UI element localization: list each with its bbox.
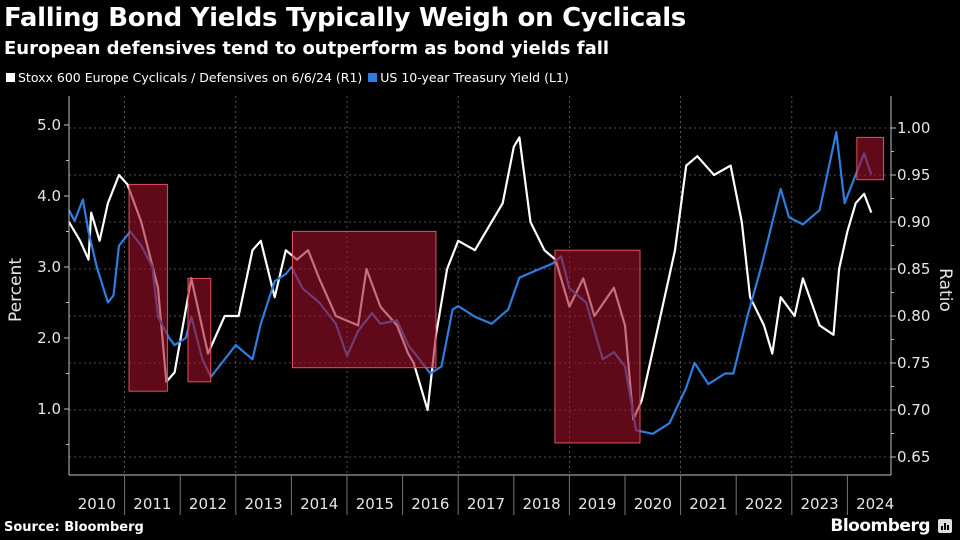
x-tick-label: 2016 <box>411 495 449 513</box>
legend-label-yield: US 10-year Treasury Yield (L1) <box>380 70 569 85</box>
x-tick-label: 2011 <box>133 495 171 513</box>
source-note: Source: Bloomberg <box>4 520 144 535</box>
legend-swatch-ratio <box>6 73 15 82</box>
legend-label-ratio: Stoxx 600 Europe Cyclicals / Defensives … <box>18 70 363 85</box>
chart-subtitle: European defensives tend to outperform a… <box>4 38 610 59</box>
y-right-axis-title: Ratio <box>935 268 955 312</box>
highlight-box-3 <box>292 230 437 369</box>
legend: Stoxx 600 Europe Cyclicals / Defensives … <box>6 70 569 85</box>
highlight-box-2 <box>187 277 212 383</box>
highlight-box-5 <box>856 136 885 181</box>
y-left-axis-title: Percent <box>6 258 26 322</box>
x-tick-label: 2014 <box>300 495 338 513</box>
y-right-tick-label: 0.80 <box>897 307 930 325</box>
y-right-tick-label: 0.90 <box>897 213 930 231</box>
x-tick-label: 2021 <box>689 495 727 513</box>
y-left-tick-label: 3.0 <box>37 258 61 276</box>
y-left-tick-label: 4.0 <box>37 187 61 205</box>
bloomberg-logo: Bloomberg <box>830 516 930 536</box>
x-tick-label: 2013 <box>245 495 283 513</box>
x-tick-label: 2017 <box>467 495 505 513</box>
x-tick-label: 2022 <box>745 495 783 513</box>
x-tick-label: 2012 <box>189 495 227 513</box>
y-left-tick-label: 5.0 <box>37 116 61 134</box>
x-tick-label: 2018 <box>523 495 561 513</box>
y-right-tick-label: 0.75 <box>897 354 930 372</box>
legend-swatch-yield <box>368 73 378 82</box>
highlight-box-4 <box>554 249 641 444</box>
y-right-tick-label: 0.65 <box>897 448 930 466</box>
y-right-tick-label: 0.70 <box>897 401 930 419</box>
y-right-tick-label: 0.95 <box>897 166 930 184</box>
y-right-tick-label: 0.85 <box>897 260 930 278</box>
bloomberg-chart-icon <box>938 519 952 533</box>
x-tick-label: 2024 <box>856 495 894 513</box>
legend-item-yield: US 10-year Treasury Yield (L1) <box>368 70 569 85</box>
x-tick-label: 2020 <box>634 495 672 513</box>
highlight-box-1 <box>128 183 168 392</box>
y-left-tick-label: 1.0 <box>37 400 61 418</box>
y-right-tick-label: 1.00 <box>897 119 930 137</box>
y-left-tick-label: 2.0 <box>37 329 61 347</box>
legend-item-ratio: Stoxx 600 Europe Cyclicals / Defensives … <box>6 70 362 85</box>
highlight-boxes <box>128 136 885 444</box>
x-tick-label: 2010 <box>78 495 116 513</box>
x-tick-label: 2023 <box>801 495 839 513</box>
chart-title: Falling Bond Yields Typically Weigh on C… <box>4 3 686 33</box>
axes: 1.0 2.0 3.0 4.0 5.0 0.65 0.70 0.75 0.80 0.85 0.90 0… <box>37 96 930 515</box>
x-tick-label: 2019 <box>578 495 616 513</box>
x-tick-label: 2015 <box>356 495 394 513</box>
